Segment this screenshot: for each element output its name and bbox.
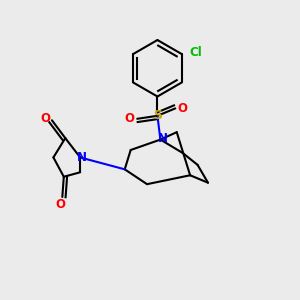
Text: N: N [76,151,87,164]
Text: N: N [158,132,168,145]
Text: O: O [56,198,66,211]
Text: Cl: Cl [189,46,202,59]
Text: O: O [40,112,50,125]
Text: O: O [178,102,188,115]
Text: O: O [125,112,135,125]
Text: S: S [153,109,162,122]
